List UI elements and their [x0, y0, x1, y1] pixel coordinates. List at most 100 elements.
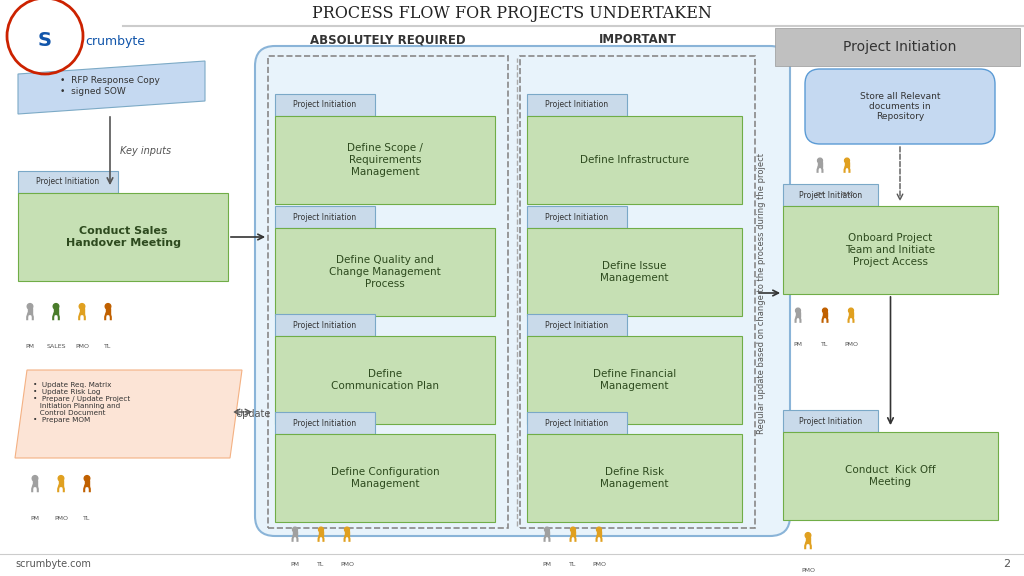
Circle shape: [32, 476, 38, 481]
FancyBboxPatch shape: [275, 434, 495, 522]
Text: PM: PM: [794, 342, 803, 347]
FancyBboxPatch shape: [783, 184, 878, 206]
Bar: [29, 308, 32, 313]
Circle shape: [84, 476, 90, 481]
Text: PMO: PMO: [801, 568, 815, 573]
Text: IMPORTANT: IMPORTANT: [599, 33, 677, 46]
Bar: [319, 531, 323, 536]
Text: TL: TL: [83, 516, 91, 521]
Text: Project Initiation: Project Initiation: [844, 40, 956, 54]
Text: PMO: PMO: [54, 516, 68, 521]
FancyBboxPatch shape: [275, 412, 375, 434]
Bar: [797, 312, 800, 317]
Text: PROCESS FLOW FOR PROJECTS UNDERTAKEN: PROCESS FLOW FOR PROJECTS UNDERTAKEN: [312, 6, 712, 22]
Text: Regular update based on change to the process during the project: Regular update based on change to the pr…: [758, 153, 767, 434]
FancyBboxPatch shape: [527, 314, 627, 336]
Text: Onboard Project
Team and Initiate
Project Access: Onboard Project Team and Initiate Projec…: [846, 233, 936, 267]
Text: Project Initiation: Project Initiation: [546, 100, 608, 109]
Text: S: S: [38, 32, 52, 51]
Text: PMO: PMO: [340, 562, 354, 567]
FancyBboxPatch shape: [275, 206, 375, 228]
Text: Conduct Sales
Handover Meeting: Conduct Sales Handover Meeting: [66, 226, 180, 248]
Circle shape: [318, 527, 324, 532]
Text: Project Initiation: Project Initiation: [294, 213, 356, 222]
Circle shape: [344, 527, 349, 532]
Bar: [106, 308, 110, 313]
FancyBboxPatch shape: [783, 432, 998, 520]
Bar: [546, 531, 549, 536]
Text: Project Initiation: Project Initiation: [294, 320, 356, 329]
Circle shape: [796, 308, 801, 313]
Bar: [59, 480, 62, 486]
Circle shape: [805, 533, 811, 538]
FancyBboxPatch shape: [527, 116, 742, 204]
Bar: [345, 531, 348, 536]
Circle shape: [845, 158, 850, 163]
Circle shape: [849, 308, 853, 313]
Text: Define Financial
Management: Define Financial Management: [593, 369, 676, 391]
Text: crumbyte: crumbyte: [85, 35, 145, 47]
Bar: [823, 312, 826, 317]
Text: PMO: PMO: [840, 192, 854, 197]
Circle shape: [570, 527, 575, 532]
FancyBboxPatch shape: [527, 434, 742, 522]
Bar: [597, 531, 600, 536]
Bar: [806, 537, 810, 543]
Text: scrumbyte.com: scrumbyte.com: [15, 559, 91, 569]
Polygon shape: [18, 61, 205, 114]
Circle shape: [53, 304, 58, 309]
Text: TL: TL: [104, 344, 112, 349]
Bar: [294, 531, 297, 536]
FancyBboxPatch shape: [527, 94, 627, 116]
Text: Define Infrastructure: Define Infrastructure: [580, 155, 689, 165]
Polygon shape: [15, 370, 242, 458]
Text: 2: 2: [1002, 559, 1010, 569]
Text: PMO: PMO: [75, 344, 89, 349]
Text: •  Update Req. Matrix
•  Update Risk Log
•  Prepare / Update Project
   Initiati: • Update Req. Matrix • Update Risk Log •…: [33, 382, 130, 423]
Text: PM: PM: [291, 562, 299, 567]
FancyBboxPatch shape: [775, 28, 1020, 66]
Text: Define Issue
Management: Define Issue Management: [600, 261, 669, 283]
Circle shape: [822, 308, 827, 313]
Text: Project Initiation: Project Initiation: [37, 177, 99, 187]
Circle shape: [79, 304, 85, 309]
Text: Define Quality and
Change Management
Process: Define Quality and Change Management Pro…: [329, 255, 441, 289]
Text: TL: TL: [317, 562, 325, 567]
FancyBboxPatch shape: [783, 410, 878, 432]
Bar: [54, 308, 57, 313]
Text: Key inputs: Key inputs: [120, 146, 171, 156]
Text: PM: PM: [543, 562, 552, 567]
FancyBboxPatch shape: [275, 116, 495, 204]
FancyBboxPatch shape: [255, 46, 790, 536]
FancyBboxPatch shape: [275, 94, 375, 116]
Text: Project Initiation: Project Initiation: [799, 191, 862, 199]
Text: Define Scope /
Requirements
Management: Define Scope / Requirements Management: [347, 143, 423, 177]
FancyBboxPatch shape: [18, 193, 228, 281]
Circle shape: [293, 527, 297, 532]
Text: TL: TL: [569, 562, 577, 567]
Bar: [571, 531, 574, 536]
FancyBboxPatch shape: [527, 412, 627, 434]
Text: ABSOLUTELY REQUIRED: ABSOLUTELY REQUIRED: [310, 33, 466, 46]
Text: Project Initiation: Project Initiation: [546, 213, 608, 222]
Text: SALES: SALES: [46, 344, 66, 349]
FancyBboxPatch shape: [527, 206, 627, 228]
Text: PM: PM: [31, 516, 40, 521]
FancyBboxPatch shape: [18, 171, 118, 193]
FancyBboxPatch shape: [805, 69, 995, 144]
FancyBboxPatch shape: [275, 314, 375, 336]
Text: Update: Update: [234, 409, 270, 419]
Text: •  RFP Response Copy
•  signed SOW: • RFP Response Copy • signed SOW: [60, 76, 160, 96]
Text: Define
Communication Plan: Define Communication Plan: [331, 369, 439, 391]
Bar: [818, 162, 821, 167]
Text: PMO: PMO: [844, 342, 858, 347]
Text: Project Initiation: Project Initiation: [294, 419, 356, 427]
Circle shape: [58, 476, 63, 481]
Bar: [846, 162, 849, 167]
Bar: [268, 56, 508, 528]
Circle shape: [545, 527, 550, 532]
Bar: [80, 308, 84, 313]
Bar: [33, 480, 37, 486]
FancyBboxPatch shape: [275, 336, 495, 424]
Text: Project Initiation: Project Initiation: [546, 320, 608, 329]
